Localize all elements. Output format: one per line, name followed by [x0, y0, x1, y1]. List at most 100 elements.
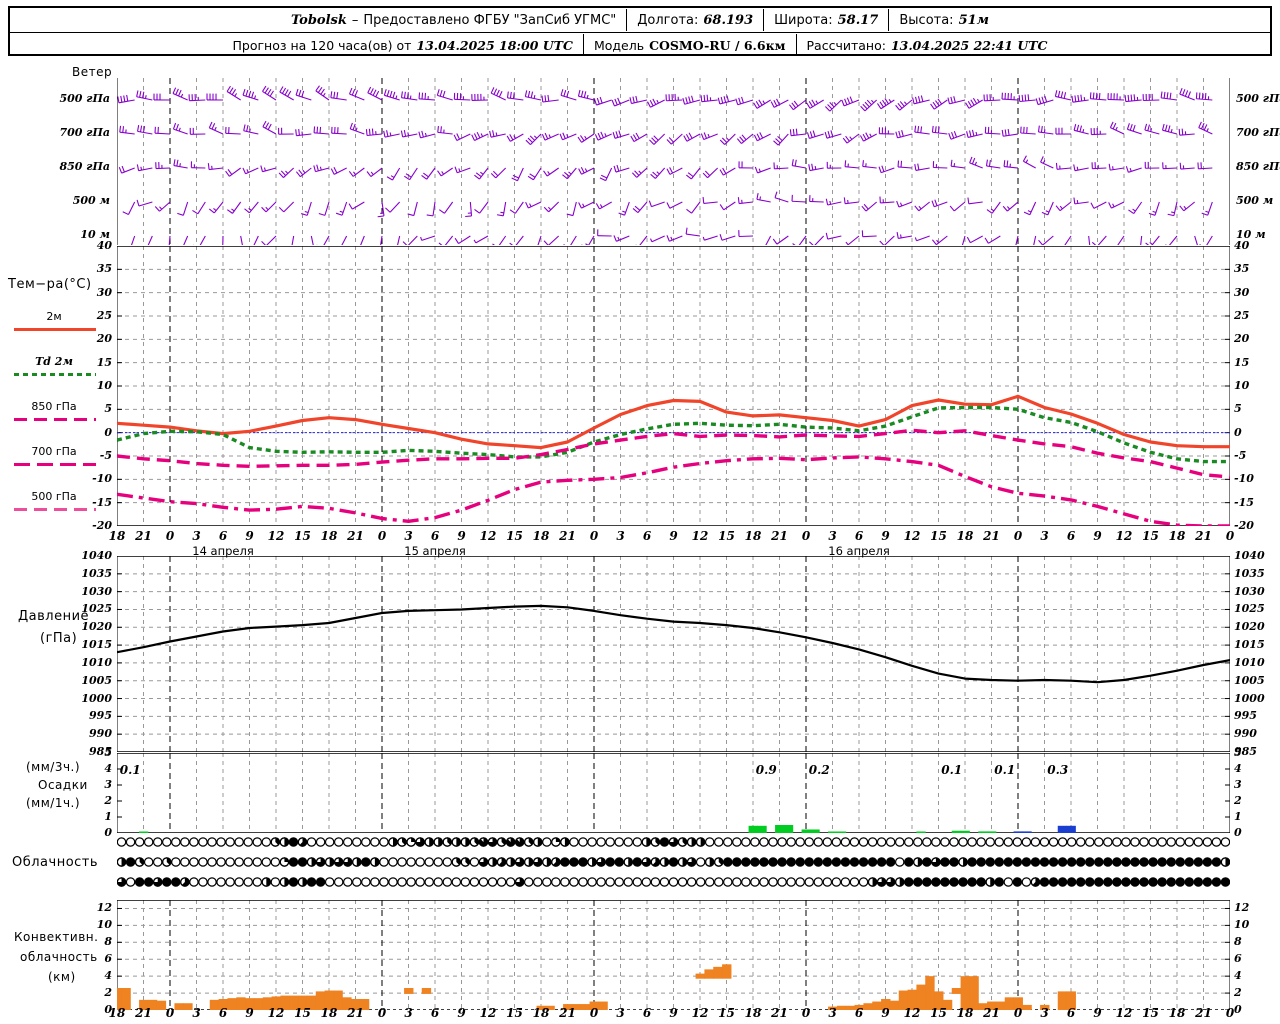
cloud-symbol-high — [442, 837, 453, 847]
cloud-symbol-high — [922, 837, 932, 847]
cloud-symbol-high — [1112, 837, 1122, 847]
cloud-symbol-low — [822, 877, 833, 887]
x-tick-label-bottom: 15 — [930, 1006, 947, 1020]
cloud-symbol-low — [1121, 877, 1131, 887]
cloud-symbol-high — [225, 837, 235, 847]
temperature-ytick-right: 10 — [1234, 379, 1250, 392]
cloud-symbol-middle — [162, 857, 172, 867]
cloud-symbol-high — [894, 837, 905, 847]
cloud-symbol-low — [505, 877, 516, 887]
cloud-symbol-middle — [686, 857, 697, 867]
model-name: COSMO-RU / 6.6км — [649, 37, 786, 53]
temperature-plot — [117, 246, 1230, 526]
cloud-symbol-middle — [569, 857, 579, 867]
x-tick-label-bottom: 0 — [1225, 1006, 1235, 1020]
cloud-symbol-high — [686, 837, 697, 847]
cloud-symbol-low — [1057, 877, 1068, 887]
cloud-symbol-high — [496, 837, 507, 847]
cloud-symbol-low — [379, 877, 389, 887]
x-tick-label: 12 — [267, 529, 285, 543]
cloud-symbol-middle — [207, 857, 217, 867]
cloud-symbol-high — [134, 837, 145, 847]
temperature-ytick-right: 5 — [1234, 402, 1242, 416]
convective-ytick-right: 8 — [1234, 935, 1242, 949]
convective-ytick-left: 2 — [104, 986, 112, 1000]
cloud-symbol-middle — [894, 857, 905, 867]
model-label: Модель — [593, 37, 645, 53]
longitude-value: 68.193 — [703, 12, 754, 28]
x-tick-label: 0 — [801, 529, 811, 543]
header-divider — [582, 34, 584, 56]
temperature-ytick-left: 30 — [96, 285, 112, 299]
cloud-symbol-middle — [931, 857, 941, 867]
cloud-symbol-high — [1193, 837, 1204, 847]
cloud-symbol-middle — [125, 857, 136, 867]
cloud-symbol-high — [750, 837, 760, 847]
convective-ytick-left: 12 — [96, 901, 112, 915]
pressure-ytick-left: 985 — [89, 745, 112, 758]
x-tick-label-bottom: 9 — [1093, 1006, 1102, 1020]
cloud-symbol-middle — [1103, 857, 1113, 867]
cloud-symbol-low — [777, 877, 787, 887]
temperature-ytick-right: -5 — [1234, 449, 1247, 462]
x-tick-label-bottom: 12 — [903, 1006, 921, 1020]
temperature-legend-swatch — [14, 373, 96, 376]
cloud-symbol-low — [415, 877, 425, 887]
precip-ytick-right: 3 — [1234, 778, 1242, 791]
cloud-symbol-middle — [777, 857, 787, 867]
x-tick-label: 18 — [956, 529, 974, 543]
cloud-symbol-middle — [587, 857, 597, 867]
cloud-symbol-high — [994, 837, 1005, 847]
cloud-symbol-low — [315, 877, 326, 887]
cloud-symbol-low — [623, 877, 634, 887]
cloud-symbol-high — [1220, 837, 1230, 847]
cloud-symbol-middle — [533, 857, 543, 867]
cloud-symbol-high — [650, 837, 661, 847]
x-tick-label-bottom: 6 — [642, 1006, 652, 1020]
cloud-symbol-middle — [1220, 857, 1230, 867]
pressure-ytick-right: 1035 — [1234, 566, 1265, 580]
cloud-symbol-low — [352, 877, 362, 887]
x-tick-label-bottom: 3 — [1040, 1006, 1049, 1020]
cloud-symbol-high — [777, 837, 787, 847]
cloud-symbol-low — [460, 877, 471, 887]
cloud-symbol-low — [1130, 877, 1140, 887]
x-tick-label-bottom: 21 — [347, 1006, 364, 1020]
clouds-panel-title: Облачность — [12, 855, 99, 870]
temperature-legend-swatch — [14, 418, 96, 421]
cloud-symbol-middle — [180, 857, 190, 867]
cloud-symbol-high — [1121, 837, 1131, 847]
cloud-symbol-high — [415, 837, 425, 847]
cloud-symbol-high — [1048, 837, 1059, 847]
cloud-symbol-high — [931, 837, 941, 847]
cloud-symbol-high — [840, 837, 851, 847]
temperature-ytick-right: -20 — [1234, 519, 1254, 532]
temperature-ytick-left: -10 — [92, 472, 112, 486]
cloud-symbol-low — [704, 877, 715, 887]
cloud-symbol-low — [324, 877, 335, 887]
x-tick-label-bottom: 0 — [1013, 1006, 1023, 1020]
cloud-symbol-middle — [1139, 857, 1149, 867]
cloud-symbol-low — [1157, 877, 1167, 887]
cloud-symbol-low — [1202, 877, 1213, 887]
cloud-symbol-low — [162, 877, 172, 887]
temperature-legend-label: 500 гПа — [31, 490, 77, 503]
precip-ytick-right: 1 — [1234, 810, 1242, 823]
cloud-symbol-low — [922, 877, 932, 887]
cloud-symbol-low — [198, 877, 208, 887]
x-tick-label-bottom: 15 — [506, 1006, 523, 1020]
cloud-symbol-low — [261, 877, 272, 887]
cloud-symbol-high — [1030, 837, 1041, 847]
cloud-symbol-middle — [370, 857, 380, 867]
x-tick-label-bottom: 3 — [616, 1006, 625, 1020]
cloud-symbol-low — [125, 877, 136, 887]
header-divider — [795, 34, 797, 56]
precip-title-1: (мм/3ч.) — [26, 760, 81, 774]
cloud-symbol-low — [1048, 877, 1059, 887]
cloud-symbol-low — [768, 877, 778, 887]
temperature-ytick-right: 20 — [1234, 332, 1250, 346]
cloud-symbol-middle — [976, 857, 986, 867]
longitude-label: Долгота: — [637, 12, 699, 28]
pressure-panel-title-1: Давление — [18, 609, 90, 624]
cloud-symbol-high — [1103, 837, 1113, 847]
